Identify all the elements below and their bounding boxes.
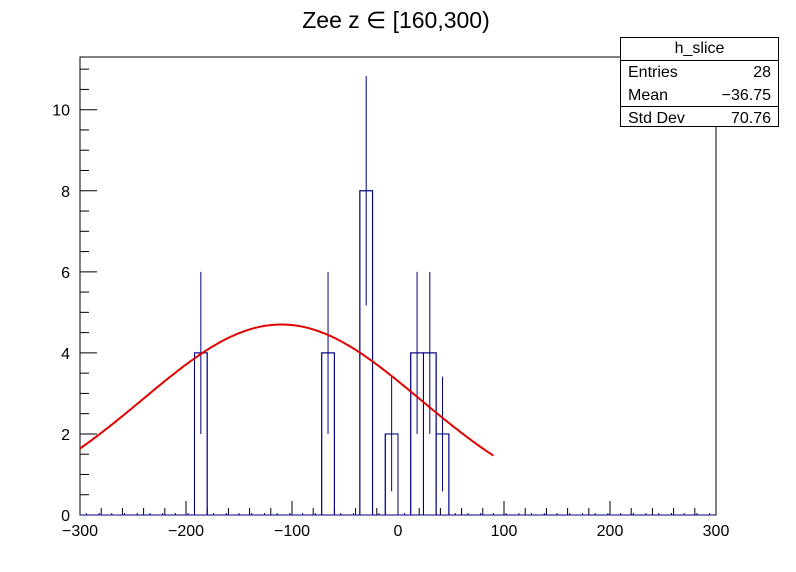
stats-row-stddev: Std Dev 70.76: [621, 106, 778, 130]
x-tick-label: 200: [597, 523, 624, 540]
stats-value: 70.76: [730, 110, 771, 127]
y-tick-label: 6: [61, 265, 70, 282]
stats-value: 28: [753, 64, 771, 81]
plot-area: −300 −200 −100 0 100 200 300 0 2 4 6 8 10: [52, 56, 730, 540]
chart-title: Zee z ∈ [160,300): [302, 7, 490, 33]
x-tick-label: −300: [62, 523, 98, 540]
stats-label: Entries: [628, 64, 678, 81]
fit-curve: [79, 323, 494, 457]
stats-value: −36.75: [721, 86, 771, 104]
stats-row-mean: Mean −36.75: [621, 84, 778, 107]
y-tick-label: 4: [61, 346, 70, 363]
x-tick-label: −100: [274, 523, 310, 540]
x-tick-label: 100: [491, 523, 518, 540]
x-tick-label: 0: [394, 523, 403, 540]
stats-label: Std Dev: [628, 110, 685, 127]
x-tick-label: −200: [168, 523, 204, 540]
y-tick-label: 8: [61, 184, 70, 201]
y-tick-label: 10: [52, 103, 70, 120]
y-tick-label: 2: [61, 427, 70, 444]
x-tick-label: 300: [703, 523, 730, 540]
stats-row-entries: Entries 28: [621, 61, 778, 84]
stats-box: h_slice Entries 28 Mean −36.75 Std Dev 7…: [620, 37, 779, 127]
stats-title: h_slice: [621, 38, 778, 61]
stats-label: Mean: [628, 86, 669, 104]
y-tick-label: 0: [61, 508, 70, 525]
